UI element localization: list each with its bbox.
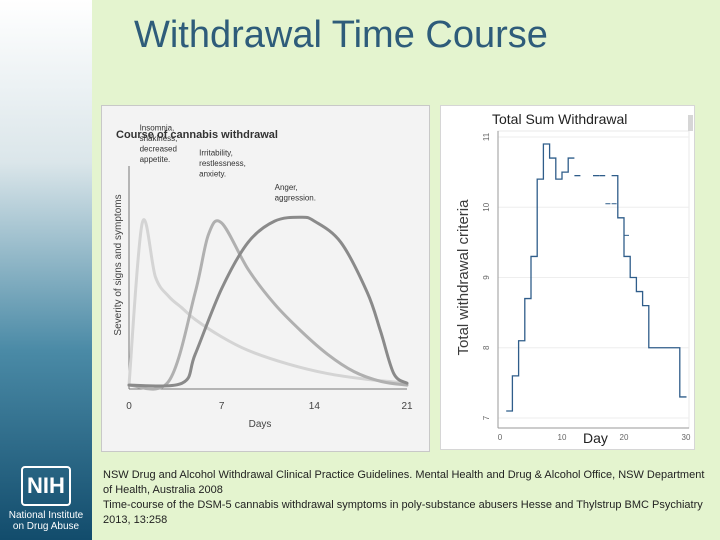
sidebar-band [0, 0, 92, 540]
right-chart-ytick-8: 8 [482, 345, 491, 350]
left-chart-annotation-line: Irritability, [199, 148, 233, 157]
right-chart-ytick-10: 10 [482, 202, 491, 211]
nih-logo-line1: National Institute [8, 510, 84, 521]
total-withdrawal-title: Total Sum Withdrawal [492, 111, 628, 127]
left-chart-ylabel: Severity of signs and symptoms [113, 194, 124, 335]
left-chart-curve-2 [127, 219, 409, 391]
left-chart-tick-21: 21 [401, 401, 413, 412]
left-chart-annotation-line: Anger, [275, 183, 298, 192]
reference-2: Time-course of the DSM-5 cannabis withdr… [103, 499, 703, 526]
right-chart-ytick-7: 7 [482, 415, 491, 420]
total-withdrawal-xlabel: Day [583, 430, 608, 446]
right-chart-scroll-marker [688, 115, 693, 131]
left-chart-annotation-line: appetite. [140, 155, 171, 164]
right-chart-xtick-20: 20 [620, 433, 629, 442]
left-chart-annotation-line: shakiness, [140, 134, 178, 143]
left-chart-annotation-line: aggression. [275, 194, 316, 203]
left-chart-xlabel: Days [249, 419, 272, 430]
right-chart-ytick-9: 9 [482, 275, 491, 280]
nih-logo-mark: NIH [21, 466, 71, 506]
left-chart-curve-1 [127, 218, 409, 387]
right-chart-plot-area [497, 130, 690, 429]
left-chart-annotation-2: Irritability, restlessness, anxiety. [199, 148, 246, 178]
left-chart-tick-0: 0 [126, 401, 132, 412]
nih-logo-line2: on Drug Abuse [12, 521, 80, 532]
right-chart-xtick-30: 30 [682, 433, 691, 442]
cannabis-withdrawal-chart-frame: Course of cannabis withdrawal Severity of… [101, 105, 430, 452]
right-chart-ylabel: Total withdrawal criteria [455, 199, 472, 356]
slide-title: Withdrawal Time Course [134, 14, 548, 56]
right-chart-ytick-11: 11 [482, 132, 491, 141]
total-withdrawal-chart-frame: 7 8 9 10 11 0 10 20 30 Total withdrawal criteria [440, 105, 695, 450]
nih-logo: NIH National Institute on Drug Abuse [8, 466, 84, 532]
nih-logo-name: National Institute on Drug Abuse [8, 510, 84, 532]
left-chart-annotation-line: anxiety. [199, 169, 226, 178]
left-chart-annotation-1: Insomnia, shakiness, decreased appetite. [140, 123, 178, 164]
left-chart-title: Course of cannabis withdrawal [116, 129, 278, 141]
right-chart-xtick-10: 10 [558, 433, 567, 442]
left-chart-annotation-line: restlessness, [199, 159, 246, 168]
total-withdrawal-chart: 7 8 9 10 11 0 10 20 30 Total withdrawal criteria [455, 115, 693, 442]
left-chart-curve-3 [127, 215, 409, 388]
cannabis-withdrawal-chart: Course of cannabis withdrawal Severity of… [113, 123, 413, 430]
right-chart-xtick-0: 0 [498, 433, 503, 442]
left-chart-tick-7: 7 [219, 401, 225, 412]
left-chart-annotation-3: Anger, aggression. [275, 183, 316, 203]
reference-1: NSW Drug and Alcohol Withdrawal Clinical… [103, 469, 705, 496]
left-chart-annotation-line: Insomnia, [140, 123, 175, 132]
left-chart-annotation-line: decreased [140, 144, 177, 153]
right-chart-step-line [506, 143, 687, 412]
left-chart-tick-14: 14 [309, 401, 321, 412]
references: NSW Drug and Alcohol Withdrawal Clinical… [103, 468, 715, 528]
